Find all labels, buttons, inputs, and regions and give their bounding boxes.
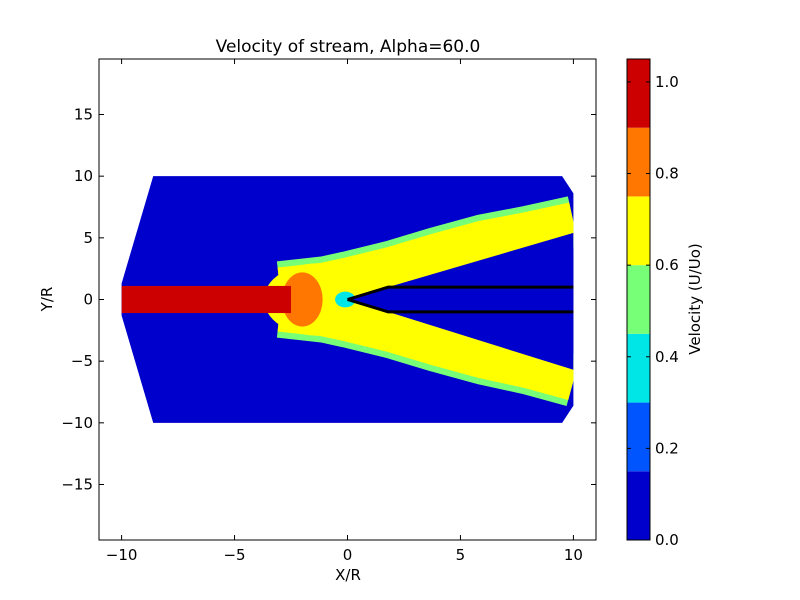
colorbar-band [627,402,650,472]
x-tick-label: −10 [106,546,138,564]
transition-zone [281,272,323,327]
x-tick-label: −5 [223,546,245,564]
colorbar-tick-label: 0.0 [655,531,679,549]
x-axis-label: X/R [335,566,361,584]
x-tick-label: 0 [343,546,353,564]
colorbar-tick-label: 0.4 [655,348,679,366]
colorbar-band [627,265,650,334]
core-jet [121,285,292,314]
wedge-tip [347,292,371,307]
colorbar-tick-label: 0.6 [655,256,679,274]
wake-region [347,232,574,370]
colorbar-band [627,333,650,403]
colorbar: 0.0 0.2 0.4 0.6 0.8 1.0 [626,58,679,549]
colorbar-band [627,471,650,540]
colorbar-label: Velocity (U/Uo) [686,243,704,355]
chart-title: Velocity of stream, Alpha=60.0 [216,37,481,57]
y-tick-label: −5 [71,352,93,370]
colorbar-band [627,127,650,197]
y-tick-label: 10 [74,167,93,185]
x-tick-label: 5 [456,546,466,564]
y-axis-label: Y/R [38,287,56,313]
y-tick-label: 5 [83,229,93,247]
colorbar-band [627,59,650,128]
axes: −10 −5 0 5 10 −15 −10 −5 0 5 10 15 [61,58,597,564]
wedge-line-2 [347,298,574,314]
wedge-line-1 [347,285,574,301]
y-tick-label: −15 [61,476,93,494]
y-tick-label: 15 [74,106,93,124]
colorbar-frame [626,58,651,541]
x-tick-label: 10 [564,546,583,564]
contour-fields [121,196,574,406]
y-tick-label: −10 [61,414,93,432]
y-tick-label: 0 [83,291,93,309]
plot-area [121,176,574,423]
colorbar-tick-label: 0.2 [655,439,679,457]
colorbar-tick-label: 1.0 [655,73,679,91]
stagnation-point [335,291,356,308]
colorbar-band [627,196,650,266]
colorbar-tick-label: 0.8 [655,165,679,183]
